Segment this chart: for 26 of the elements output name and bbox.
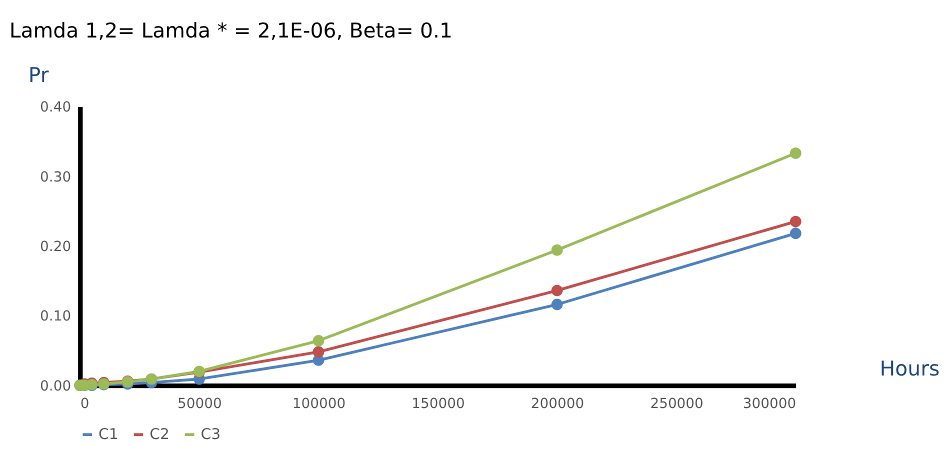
x-tick-label: 200000	[530, 396, 584, 412]
point	[790, 216, 802, 228]
legend-label: C1	[98, 425, 118, 444]
point	[790, 148, 802, 159]
point	[790, 228, 802, 240]
y-tick-label: 0.20	[40, 239, 72, 256]
y-tick-label: 0.00	[40, 378, 72, 394]
point	[551, 244, 563, 256]
x-tick-label: 50000	[178, 396, 222, 412]
point	[312, 335, 324, 346]
x-tick-label: 150000	[412, 396, 465, 412]
x-tick-label: 100000	[292, 396, 346, 412]
point	[551, 298, 563, 310]
y-tick-label: 0.40	[40, 100, 72, 116]
x-axis-title: Hours	[880, 356, 940, 381]
y-tick-label: 0.30	[40, 169, 72, 186]
x-tick-label: 0	[80, 396, 90, 412]
legend-label: C2	[150, 425, 170, 444]
x-tick-label: 250000	[650, 396, 704, 412]
legend-label: C3	[200, 425, 221, 444]
y-tick-label: 0.10	[40, 308, 72, 325]
point	[312, 346, 324, 358]
point	[551, 284, 563, 296]
chart-title: Lamda 1,2= Lamda * = 2,1E-06, Beta= 0.1	[9, 18, 452, 43]
y-axis-title: Pr	[28, 62, 50, 87]
x-tick-label: 300000	[742, 396, 796, 412]
